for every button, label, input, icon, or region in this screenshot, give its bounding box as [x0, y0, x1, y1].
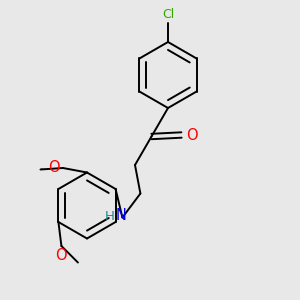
Text: O: O	[48, 160, 59, 175]
Text: O: O	[186, 128, 198, 142]
Text: N: N	[116, 208, 127, 224]
Text: O: O	[56, 248, 67, 263]
Text: methoxy: methoxy	[40, 167, 46, 169]
Text: H: H	[105, 209, 115, 223]
Text: Cl: Cl	[162, 8, 174, 21]
